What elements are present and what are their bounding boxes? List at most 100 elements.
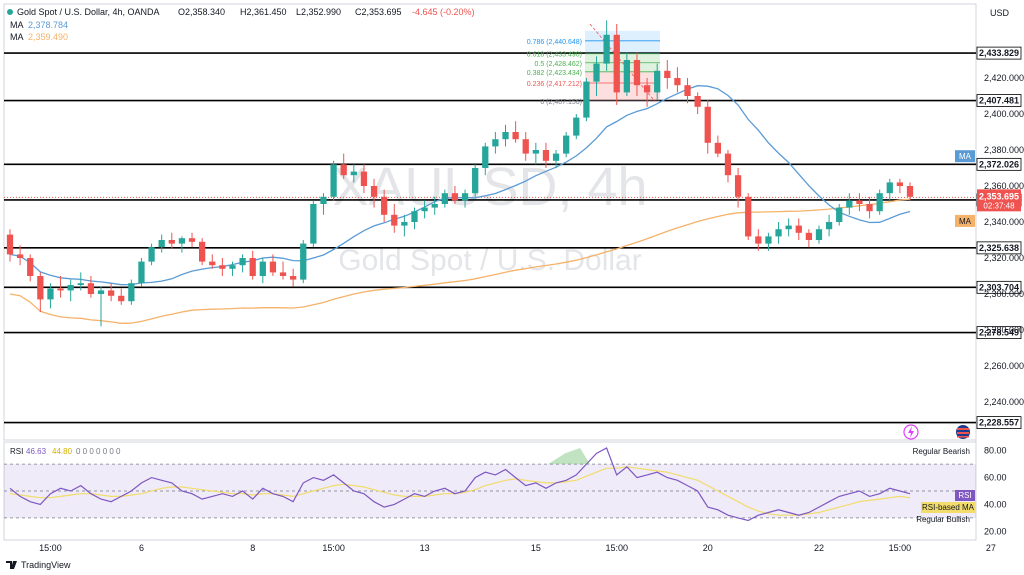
candle-body bbox=[502, 132, 509, 140]
candle-body bbox=[360, 171, 368, 186]
time-tick-label: 15 bbox=[531, 543, 541, 553]
rsi-tick-label: 20.00 bbox=[984, 526, 1007, 536]
candle-body bbox=[603, 34, 610, 64]
candle-body bbox=[461, 193, 469, 201]
candle-body bbox=[87, 283, 95, 294]
candle-body bbox=[391, 214, 398, 226]
chart-legend: Gold Spot / U.S. Dollar, 4h, OANDA O2,35… bbox=[7, 7, 475, 42]
price-axis[interactable]: 2,240.000 2,260.000 2,280.000 2,300.000 2,32… bbox=[984, 73, 1024, 407]
candle-body bbox=[67, 285, 74, 291]
candle-body bbox=[785, 225, 792, 230]
time-tick-label: 15:00 bbox=[322, 543, 345, 553]
candle-body bbox=[775, 229, 782, 237]
level-price-label: 2,407.481 bbox=[979, 96, 1019, 106]
candle-body bbox=[97, 290, 105, 294]
candle-body bbox=[512, 132, 519, 140]
candle-body bbox=[856, 200, 863, 204]
price-tick-label: 2,320.000 bbox=[984, 253, 1024, 263]
candle-body bbox=[654, 70, 661, 93]
time-tick-label: 13 bbox=[420, 543, 430, 553]
rsi-ma-line bbox=[9, 466, 911, 516]
candle-body bbox=[320, 196, 327, 204]
ma-slow-value: 2,359.490 bbox=[28, 32, 68, 42]
market-open-dot bbox=[7, 9, 13, 15]
time-tick-label: 8 bbox=[250, 543, 255, 553]
lightning-icon[interactable] bbox=[903, 424, 919, 440]
candle-body bbox=[441, 193, 448, 204]
candle-body bbox=[755, 236, 762, 244]
price-pane[interactable] bbox=[3, 3, 977, 441]
candle-body bbox=[219, 265, 226, 269]
open-value: O2,358.340 bbox=[178, 7, 225, 17]
level-price-tag bbox=[976, 326, 1022, 340]
candle-body bbox=[27, 258, 34, 276]
last-price-label: 2,353.695 bbox=[979, 191, 1019, 201]
ma-fast-value: 2,378.784 bbox=[28, 20, 68, 30]
price-tick-label: 2,300.000 bbox=[984, 289, 1024, 299]
symbol-title: Gold Spot / U.S. Dollar, 4h, OANDA bbox=[17, 7, 160, 17]
rsi-overbought-fill bbox=[548, 448, 590, 465]
candle-body bbox=[674, 78, 681, 86]
rsi-line bbox=[9, 447, 911, 522]
candle-body bbox=[310, 204, 317, 244]
candle-body bbox=[633, 60, 641, 86]
level-price-label: 2,325.638 bbox=[979, 243, 1019, 253]
tradingview-logo[interactable]: TradingView bbox=[6, 560, 71, 570]
level-price-tag bbox=[976, 280, 1022, 294]
rsi-badge-label: RSI bbox=[958, 491, 971, 500]
candle-body bbox=[138, 261, 145, 284]
ma-slow-label: MA bbox=[10, 32, 24, 42]
candle-body bbox=[532, 150, 539, 154]
candle-body bbox=[330, 164, 337, 197]
level-price-label: 2,278.549 bbox=[979, 328, 1019, 338]
price-tick-label: 2,280.000 bbox=[984, 325, 1024, 335]
rsi-tick-label: 40.00 bbox=[984, 499, 1007, 509]
level-price-label: 2,433.829 bbox=[979, 48, 1019, 58]
candle-body bbox=[482, 146, 489, 168]
fib-level-label: 0.5 (2,428.462) bbox=[535, 61, 582, 68]
rsi-tick-label: 60.00 bbox=[984, 473, 1007, 483]
candle-body bbox=[866, 204, 873, 212]
candle-body bbox=[573, 117, 580, 136]
fib-level-label: 0.786 (2,440.648) bbox=[527, 39, 582, 46]
candle-body bbox=[745, 196, 752, 237]
candle-body bbox=[37, 276, 44, 300]
rsi-legend-value: 46.63 bbox=[26, 447, 47, 456]
watermark-name: Gold Spot / U.S. Dollar bbox=[338, 244, 641, 277]
fib-level-label: 0 (2,407.156) bbox=[540, 99, 582, 106]
candle-body bbox=[593, 63, 600, 82]
fib-level-label: 0.236 (2,417.212) bbox=[527, 81, 582, 88]
candle-body bbox=[765, 236, 772, 244]
time-tick-label: 22 bbox=[814, 543, 824, 553]
candle-body bbox=[552, 153, 560, 161]
rsi-legend-label: RSI bbox=[10, 447, 23, 456]
candle-body bbox=[300, 243, 307, 280]
candle-body bbox=[340, 164, 347, 176]
candle-body bbox=[724, 153, 732, 176]
candle-body bbox=[886, 182, 893, 194]
price-tick-label: 2,240.000 bbox=[984, 397, 1024, 407]
flag-icon[interactable] bbox=[956, 425, 970, 439]
level-price-tag bbox=[976, 241, 1022, 255]
candle-body bbox=[431, 204, 438, 208]
ma-fast-label: MA bbox=[10, 20, 24, 30]
candle-body bbox=[229, 265, 236, 269]
fib-trend-line bbox=[589, 23, 656, 102]
rsi-legend-extra: 0 0 0 0 0 0 0 bbox=[76, 447, 121, 456]
last-price-tag bbox=[977, 189, 1021, 212]
time-tick-label: 6 bbox=[139, 543, 144, 553]
price-tick-label: 2,360.000 bbox=[984, 181, 1024, 191]
candle-body bbox=[269, 261, 277, 273]
time-tick-label: 27 bbox=[986, 543, 996, 553]
candle-body bbox=[694, 96, 701, 107]
candle-body bbox=[209, 261, 216, 266]
close-value: C2,353.695 bbox=[355, 7, 402, 17]
rsi-ma-badge-label: RSI-based MA bbox=[922, 503, 975, 512]
price-tick-label: 2,420.000 bbox=[984, 73, 1024, 83]
rsi-tick-label: 80.00 bbox=[984, 446, 1007, 456]
candle-body bbox=[411, 211, 418, 222]
change-value: -4.645 (-0.20%) bbox=[412, 7, 475, 17]
